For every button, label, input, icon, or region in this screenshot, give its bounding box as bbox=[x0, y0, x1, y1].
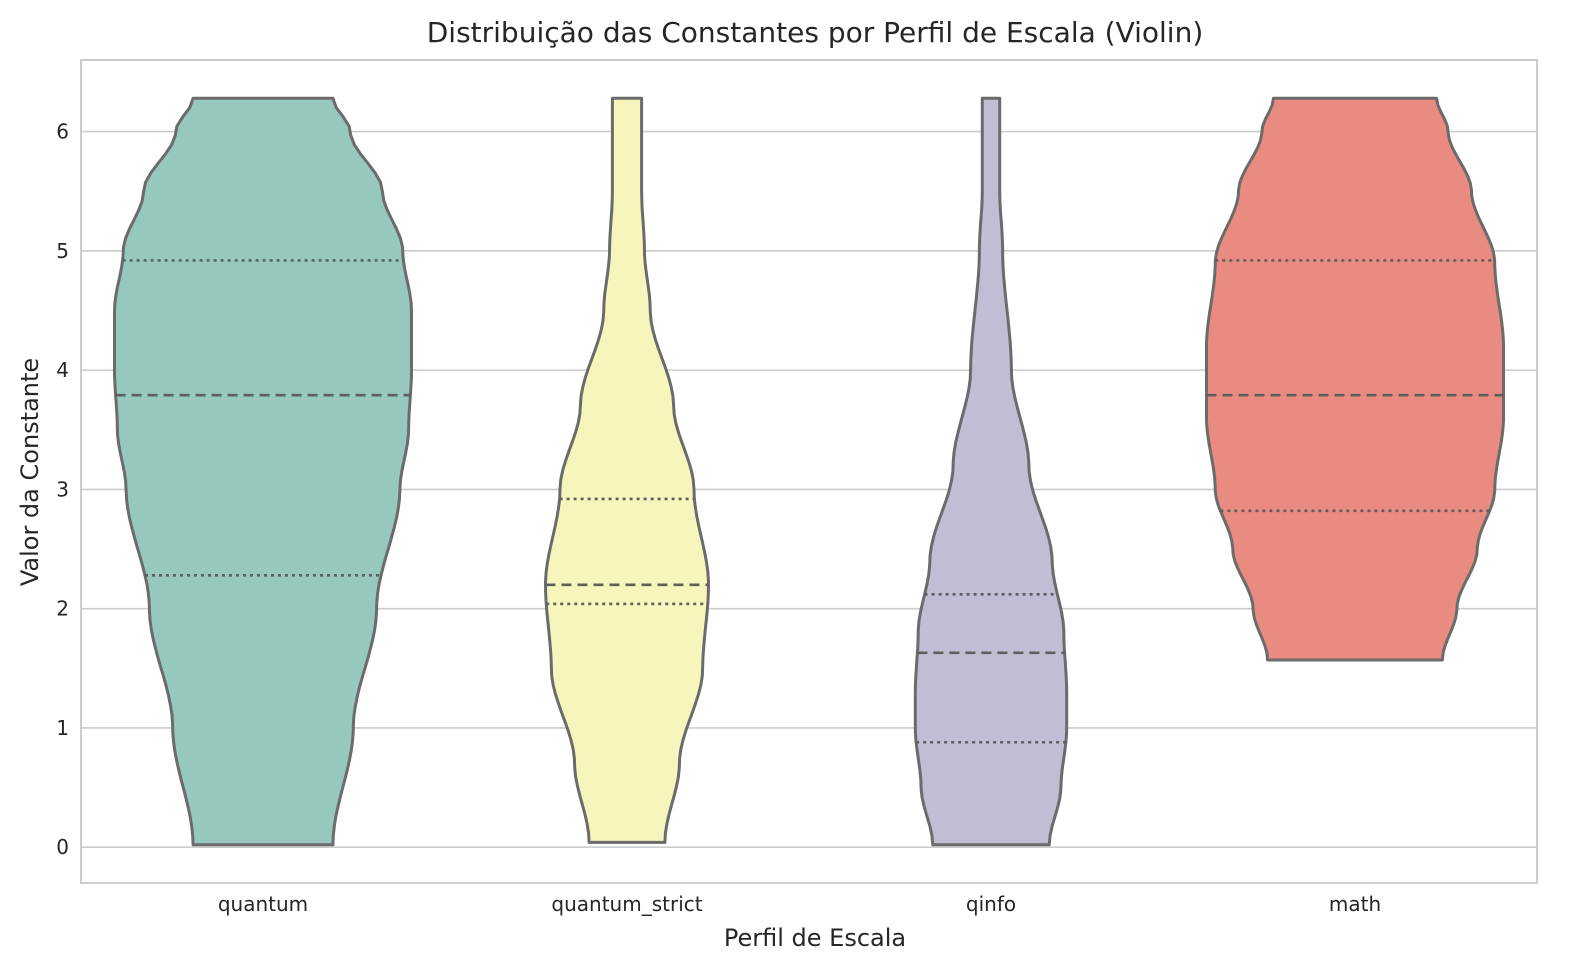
x-tick-label: qinfo bbox=[966, 892, 1016, 916]
y-tick-labels: 0 1 2 3 4 5 6 bbox=[56, 120, 69, 860]
y-axis-label: Valor da Constante bbox=[16, 358, 44, 586]
x-tick-labels: quantum quantum_strict qinfo math bbox=[218, 892, 1381, 916]
y-tick-label: 5 bbox=[56, 239, 69, 263]
x-tick-label: quantum bbox=[218, 892, 308, 916]
violin-body bbox=[113, 96, 413, 847]
y-tick-label: 2 bbox=[56, 597, 69, 621]
plot-frame bbox=[80, 59, 1538, 884]
y-tick-label: 3 bbox=[56, 477, 69, 501]
chart-title: Distribuição das Constantes por Perfil d… bbox=[427, 16, 1204, 49]
y-tick-label: 6 bbox=[56, 120, 69, 144]
y-tick-label: 1 bbox=[56, 716, 69, 740]
violin-quantum bbox=[113, 96, 413, 847]
x-tick-label: math bbox=[1329, 892, 1381, 916]
violin-quantum_strict bbox=[544, 96, 710, 844]
violin-math bbox=[1205, 96, 1505, 662]
violin-body bbox=[544, 96, 710, 844]
violin-qinfo bbox=[913, 96, 1069, 847]
x-axis-label: Perfil de Escala bbox=[724, 924, 906, 952]
violin-body bbox=[913, 96, 1069, 847]
violins bbox=[113, 96, 1505, 847]
y-tick-label: 4 bbox=[56, 358, 69, 382]
violin-body bbox=[1205, 96, 1505, 662]
x-tick-label: quantum_strict bbox=[551, 892, 702, 916]
y-tick-label: 0 bbox=[56, 835, 69, 859]
